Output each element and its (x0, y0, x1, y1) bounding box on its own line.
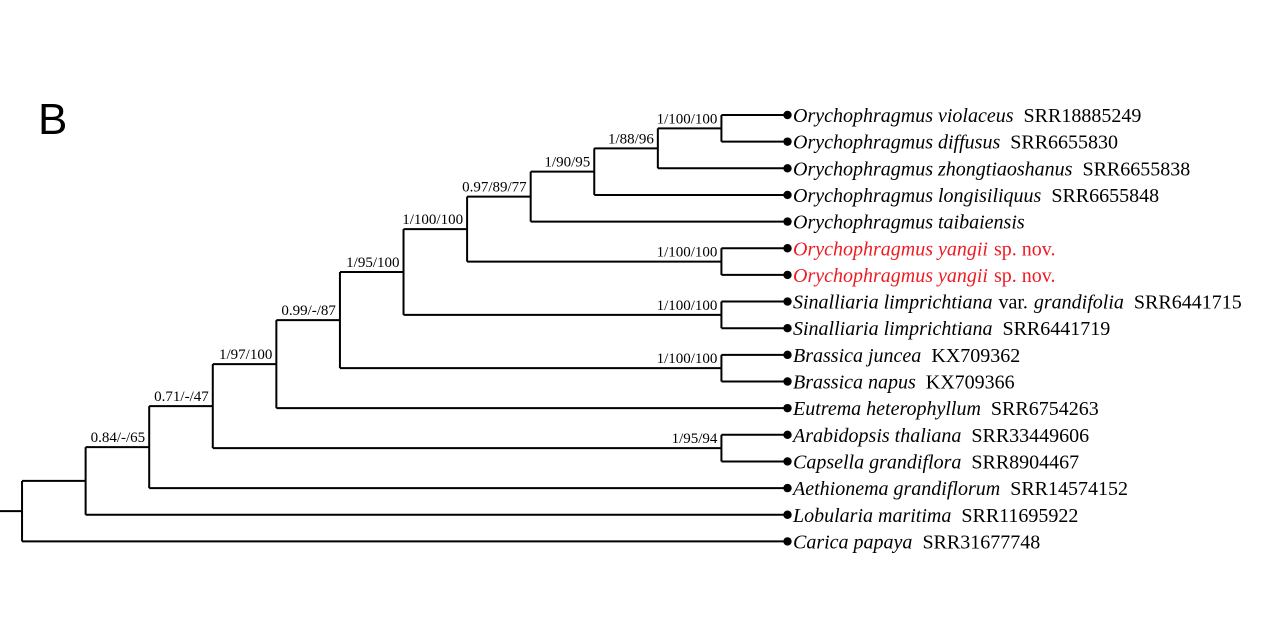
tip-dot (783, 483, 792, 493)
tip-dot (783, 190, 792, 200)
taxon-label: Brassica napus KX709366 (793, 372, 1015, 394)
tip-dot (783, 457, 792, 466)
support-label: 1/97/100 (219, 347, 272, 363)
support-label: 1/100/100 (657, 351, 718, 367)
taxon-label: Aethionema grandiflorum SRR14574152 (791, 478, 1128, 500)
support-label: 0.84/-/65 (91, 430, 146, 446)
tip-dot (783, 217, 792, 226)
taxon-label: Orychophragmus taibaiensis (793, 212, 1025, 234)
taxon-label: Sinalliaria limprichtiana var. grandifolia… (793, 292, 1242, 314)
support-label: 1/90/95 (544, 155, 590, 171)
support-label: 1/95/94 (672, 431, 718, 447)
taxon-label: Lobularia maritima SRR11695922 (792, 505, 1078, 527)
support-label: 0.99/-/87 (281, 303, 336, 319)
taxon-label: Capsella grandiflora SRR8904467 (793, 451, 1079, 473)
taxon-label: Brassica juncea KX709362 (793, 345, 1020, 367)
tip-dot (783, 270, 792, 280)
tip-dot (783, 324, 792, 333)
tip-dot (783, 350, 792, 360)
support-label: 0.71/-/47 (154, 389, 209, 405)
tip-dot (783, 297, 792, 306)
support-label: 0.97/89/77 (462, 180, 527, 196)
tip-dot (783, 430, 792, 439)
tip-dot (783, 377, 792, 386)
support-label: 1/95/100 (346, 255, 399, 271)
support-label: 1/100/100 (657, 298, 718, 314)
taxon-label: Arabidopsis thaliana SRR33449606 (791, 425, 1089, 447)
tip-dot (783, 137, 792, 146)
tip-dot (783, 510, 792, 519)
tip-dot (783, 164, 792, 173)
tip-dot (783, 110, 792, 120)
taxon-label: Orychophragmus violaceus SRR18885249 (793, 105, 1141, 127)
taxon-label: Orychophragmus longisiliquus SRR6655848 (793, 185, 1159, 207)
support-label: 1/100/100 (657, 111, 718, 127)
taxon-label: Eutrema heterophyllum SRR6754263 (792, 398, 1099, 420)
taxon-label: Sinalliaria limprichtiana SRR6441719 (793, 318, 1110, 340)
support-label: 1/100/100 (402, 212, 463, 228)
tip-dot (783, 537, 792, 546)
support-label: 1/100/100 (657, 245, 718, 261)
support-label: 1/88/96 (608, 131, 654, 147)
taxon-label: Orychophragmus zhongtiaoshanus SRR6655838 (793, 158, 1190, 180)
taxon-label: Orychophragmus yangii sp. nov. (793, 265, 1055, 287)
taxon-label: Carica papaya SRR31677748 (793, 531, 1040, 553)
tip-dot (783, 244, 792, 253)
tip-dot (783, 403, 792, 413)
taxon-label: Orychophragmus yangii sp. nov. (793, 238, 1055, 260)
panel-label: B (38, 95, 68, 144)
taxon-label: Orychophragmus diffusus SRR6655830 (793, 132, 1118, 154)
